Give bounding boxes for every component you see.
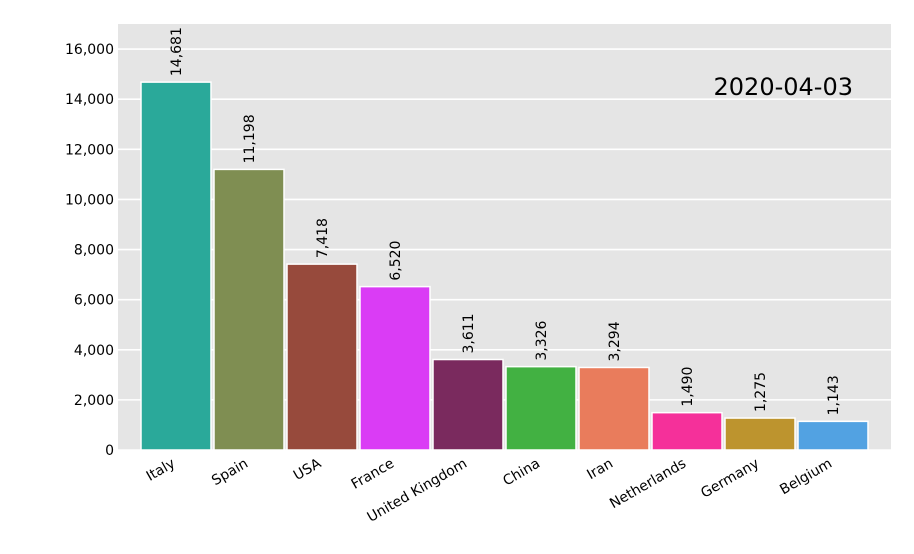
x-tick-label: Iran [584,456,616,484]
x-tick-label: USA [291,455,324,484]
bar-spain [213,168,285,451]
bar-usa [286,263,358,451]
bar-italy [140,81,212,451]
bar-value-label: 1,490 [680,367,696,407]
x-tick-label: Spain [209,456,251,489]
date-annotation: 2020-04-03 [714,73,853,101]
y-tick-label: 14,000 [65,92,114,108]
x-tick-label: Belgium [777,456,835,499]
bar-value-label: 7,418 [315,218,331,258]
x-tick-label: Italy [144,456,178,485]
bar-value-label: 11,198 [242,114,258,163]
bar-value-label: 3,326 [534,320,550,360]
x-tick-label: China [500,456,543,490]
x-tick-label: France [349,456,397,493]
y-tick-label: 6,000 [74,293,114,309]
bar-value-label: 3,294 [607,321,623,361]
bar-value-label: 14,681 [169,27,185,76]
bar-netherlands [651,411,723,451]
y-axis: 0 2,000 4,000 6,000 8,000 10,000 12,000 14,000 1… [65,42,114,459]
y-tick-label: 0 [105,443,114,459]
bar-china [505,365,577,451]
x-tick-label: Netherlands [607,456,689,513]
bar-iran [578,366,650,451]
bar-value-label: 6,520 [388,241,404,281]
bar-france [359,285,431,451]
bar-belgium [797,420,869,451]
bars: 14,681 11,198 7,418 6,520 3,611 3,326 3,294 1,4… [140,27,869,451]
y-tick-label: 10,000 [65,192,114,208]
y-tick-label: 12,000 [65,142,114,158]
bar-value-label: 1,275 [753,372,769,412]
y-tick-label: 8,000 [74,243,114,259]
bar-united-kingdom [432,358,504,451]
y-tick-label: 2,000 [74,393,114,409]
y-tick-label: 4,000 [74,343,114,359]
bar-germany [724,417,796,451]
y-tick-label: 16,000 [65,42,114,58]
bar-value-label: 1,143 [826,375,842,415]
x-tick-label: Germany [698,456,762,502]
bar-value-label: 3,611 [461,313,477,353]
